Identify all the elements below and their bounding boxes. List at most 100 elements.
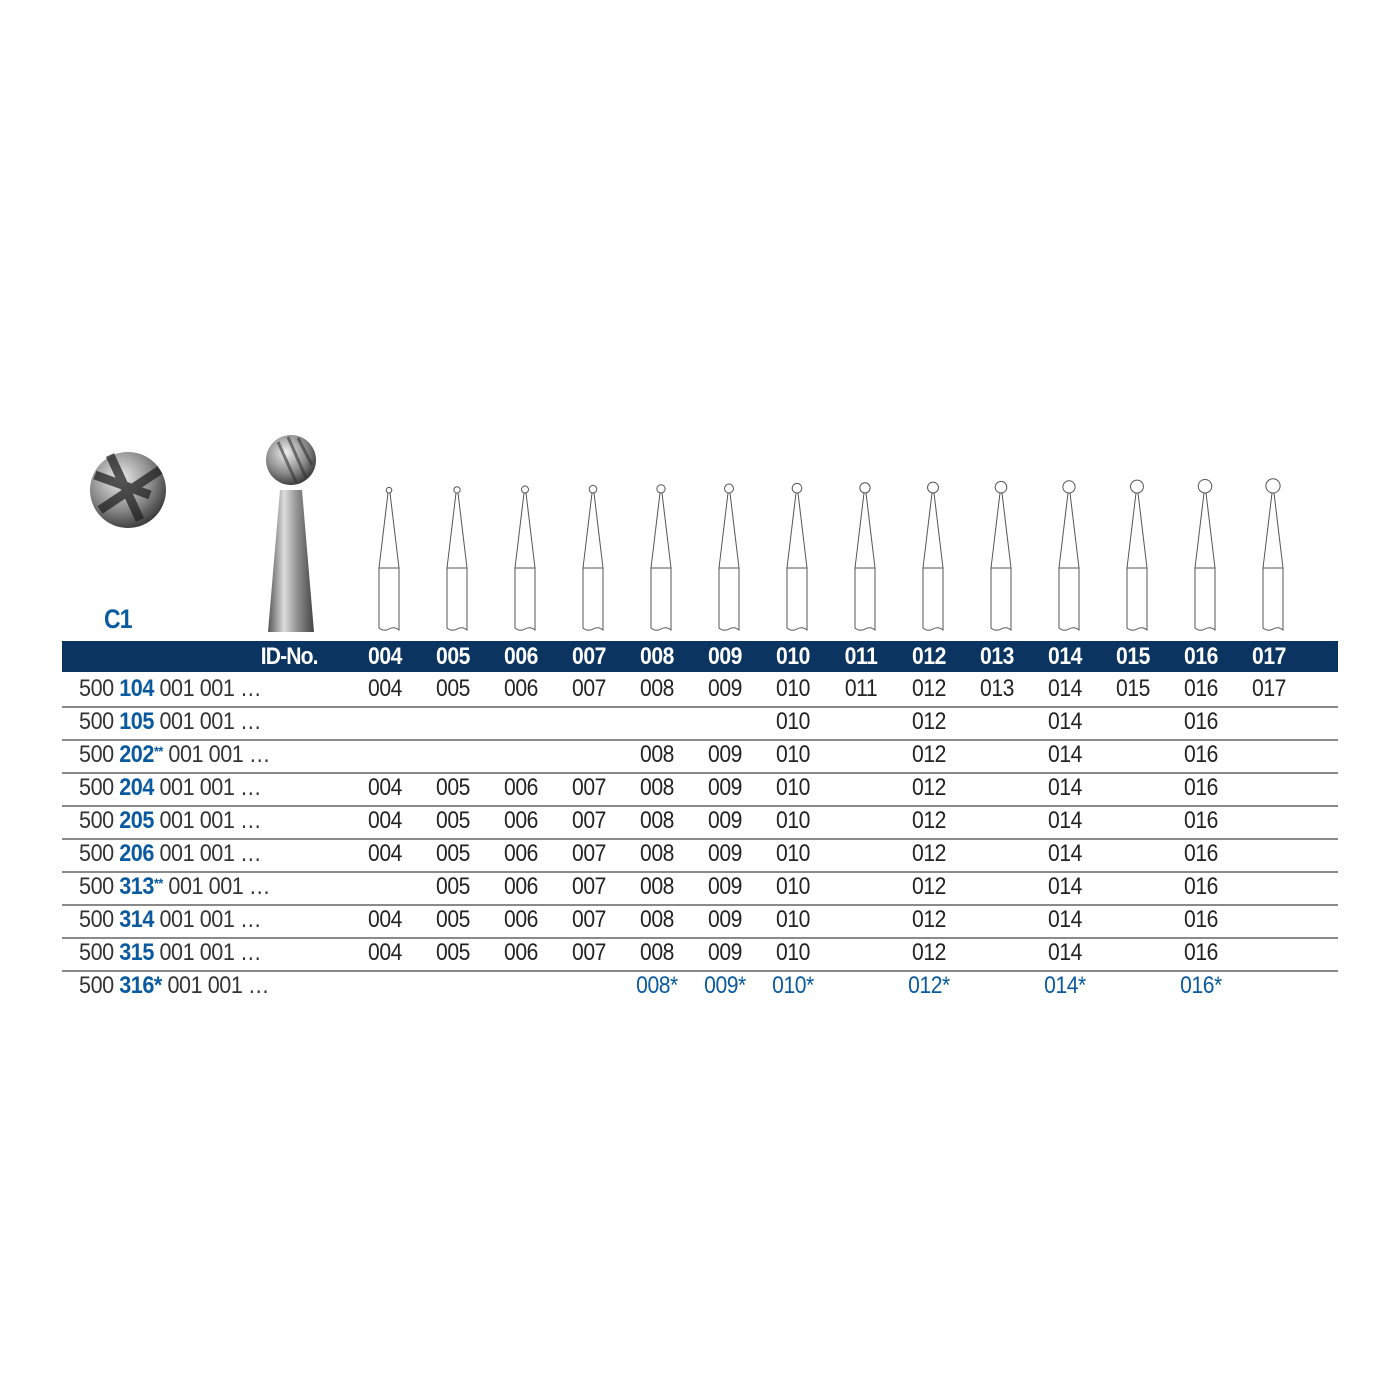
bur-drawing-008 [650,484,672,632]
size-cell: 016 [1184,840,1218,867]
size-header-015: 015 [1116,643,1150,670]
size-cell: 004 [368,906,402,933]
size-cell: 012 [912,906,946,933]
id-code: 313 [119,873,154,900]
id-suffix: 001 001 … [159,675,262,702]
size-cell: 005 [436,939,470,966]
size-cell: 006 [504,675,538,702]
size-cell: 010 [776,741,810,768]
size-cell: 014 [1048,741,1082,768]
size-cell: 009 [708,774,742,801]
size-cell: 014 [1048,774,1082,801]
size-header-013: 013 [980,643,1014,670]
bur-drawing-006 [514,485,536,632]
id-prefix: 500 [79,939,114,966]
size-cell: 005 [436,840,470,867]
size-cell: 009 [708,939,742,966]
bur-side-view-photo [266,435,316,632]
id-prefix: 500 [79,906,114,933]
size-cell: 008 [640,939,674,966]
id-number: 500 105 001 001 … [79,708,262,736]
id-number: 500 204 001 001 … [79,774,262,802]
size-cell: 012 [912,741,946,768]
size-cell: 005 [436,906,470,933]
bur-drawing-011 [854,482,876,632]
size-cell: 012 [912,840,946,867]
size-cell: 006 [504,906,538,933]
size-cell: 016 [1184,906,1218,933]
size-cell: 005 [436,807,470,834]
table-row: 500 314 001 001 … 004 005 006 007 008 009 010 01… [62,904,1338,939]
id-code: 315 [119,939,154,966]
id-suffix: 001 001 … [159,708,262,735]
size-cell: 010 [776,906,810,933]
bur-drawing-004 [378,486,400,632]
size-cell: 012 [912,807,946,834]
table-row: 500 202** 001 001 … 008 009 010 012 014 016 [62,739,1338,774]
bur-head-top-view-photo [90,452,166,528]
size-cell: 009* [704,972,746,999]
size-cell: 010 [776,675,810,702]
bur-drawing-012 [922,481,944,632]
id-suffix: 001 001 … [167,972,270,999]
id-code: 316* [119,972,162,999]
id-number: 500 206 001 001 … [79,840,262,868]
id-prefix: 500 [79,708,114,735]
size-cell: 010* [772,972,814,999]
size-cell: 014 [1048,840,1082,867]
id-prefix: 500 [79,807,114,834]
size-cell: 009 [708,873,742,900]
bur-drawing-007 [582,484,604,632]
id-suffix: 001 001 … [159,807,262,834]
product-code: C1 [104,604,132,634]
size-cell: 016 [1184,873,1218,900]
size-cell: 009 [708,840,742,867]
size-header-007: 007 [572,643,606,670]
id-number: 500 205 001 001 … [79,807,262,835]
id-suffix: 001 001 … [159,939,262,966]
size-cell: 004 [368,840,402,867]
bur-drawing-005 [446,486,468,632]
size-cell: 006 [504,873,538,900]
bur-drawing-014 [1058,480,1080,632]
size-cell: 007 [572,873,606,900]
id-prefix: 500 [79,972,114,999]
size-cell: 012* [908,972,950,999]
size-cell: 012 [912,873,946,900]
size-cell: 016 [1184,939,1218,966]
size-cell: 004 [368,807,402,834]
id-prefix: 500 [79,840,114,867]
id-suffix: 001 001 … [159,906,262,933]
size-cell: 009 [708,906,742,933]
id-number: 500 316* 001 001 … [79,972,270,1000]
size-cell: 007 [572,675,606,702]
id-code: 206 [119,840,154,867]
table-row: 500 313** 001 001 … 005 006 007 008 009 010 012… [62,871,1338,906]
size-cell: 008 [640,840,674,867]
size-cell: 017 [1252,675,1286,702]
size-cell: 008 [640,906,674,933]
id-mark: ** [153,743,163,759]
size-cell: 008 [640,675,674,702]
id-prefix: 500 [79,675,114,702]
size-cell: 004 [368,774,402,801]
id-prefix: 500 [79,774,114,801]
size-cell: 005 [436,675,470,702]
size-cell: 016 [1184,807,1218,834]
size-header-014: 014 [1048,643,1082,670]
size-cell: 008 [640,807,674,834]
size-cell: 014 [1048,906,1082,933]
size-cell: 010 [776,840,810,867]
size-header-016: 016 [1184,643,1218,670]
size-cell: 010 [776,873,810,900]
size-cell: 014 [1048,939,1082,966]
size-header-009: 009 [708,643,742,670]
id-prefix: 500 [79,741,114,768]
table-row: 500 105 001 001 … 010 012 014 016 [62,706,1338,741]
size-header-010: 010 [776,643,810,670]
table-row: 500 204 001 001 … 004 005 006 007 008 009 010 01… [62,772,1338,807]
bur-drawing-015 [1126,479,1148,632]
size-cell: 016 [1184,741,1218,768]
size-cell: 016 [1184,675,1218,702]
size-cell: 012 [912,774,946,801]
